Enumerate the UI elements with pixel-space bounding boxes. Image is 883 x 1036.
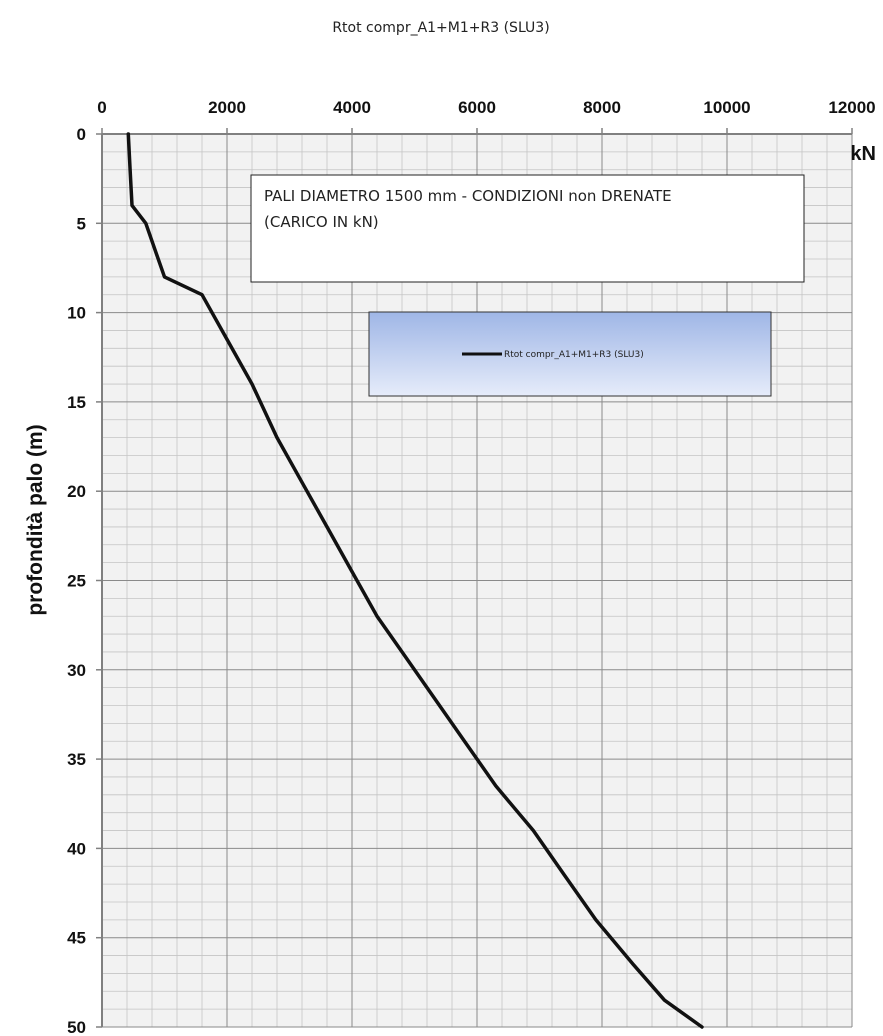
y-tick-label: 25 xyxy=(67,572,86,591)
legend-entry-label: Rtot compr_A1+M1+R3 (SLU3) xyxy=(504,350,644,360)
x-tick-label: 6000 xyxy=(458,98,496,117)
legend: Rtot compr_A1+M1+R3 (SLU3) xyxy=(368,311,772,397)
series-layer xyxy=(126,132,704,1029)
series-line xyxy=(126,132,704,1029)
y-tick-label: 20 xyxy=(67,482,86,501)
y-tick-label: 5 xyxy=(77,214,86,233)
x-tick-label: 12000 xyxy=(828,98,875,117)
y-tick-label: 40 xyxy=(67,839,86,858)
y-tick-label: 50 xyxy=(67,1018,86,1036)
y-tick-label: 45 xyxy=(67,929,86,948)
y-tick-labels: 0 5 10 15 20 25 30 35 40 45 50 xyxy=(67,125,86,1036)
x-tick-label: 4000 xyxy=(333,98,371,117)
y-tick-label: 30 xyxy=(67,661,86,680)
y-tick-label: 35 xyxy=(67,750,86,769)
y-tick-label: 10 xyxy=(67,304,86,323)
y-tick-label: 15 xyxy=(67,393,86,412)
axes xyxy=(96,128,853,1028)
y-tick-label: 0 xyxy=(77,125,86,144)
x-axis-label: kN xyxy=(850,143,876,165)
x-tick-label: 2000 xyxy=(208,98,246,117)
chart-title: Rtot compr_A1+M1+R3 (SLU3) xyxy=(332,20,549,36)
y-axis-label: profondità palo (m) xyxy=(24,424,47,615)
annotation-box: PALI DIAMETRO 1500 mm - CONDIZIONI non D… xyxy=(250,174,805,283)
x-tick-labels: 0 2000 4000 6000 8000 10000 12000 xyxy=(97,98,875,117)
x-tick-label: 0 xyxy=(97,98,106,117)
x-tick-label: 10000 xyxy=(703,98,750,117)
annotation-line-2: (CARICO IN kN) xyxy=(264,213,379,231)
annotation-line-1: PALI DIAMETRO 1500 mm - CONDIZIONI non D… xyxy=(264,187,672,205)
x-tick-label: 8000 xyxy=(583,98,621,117)
